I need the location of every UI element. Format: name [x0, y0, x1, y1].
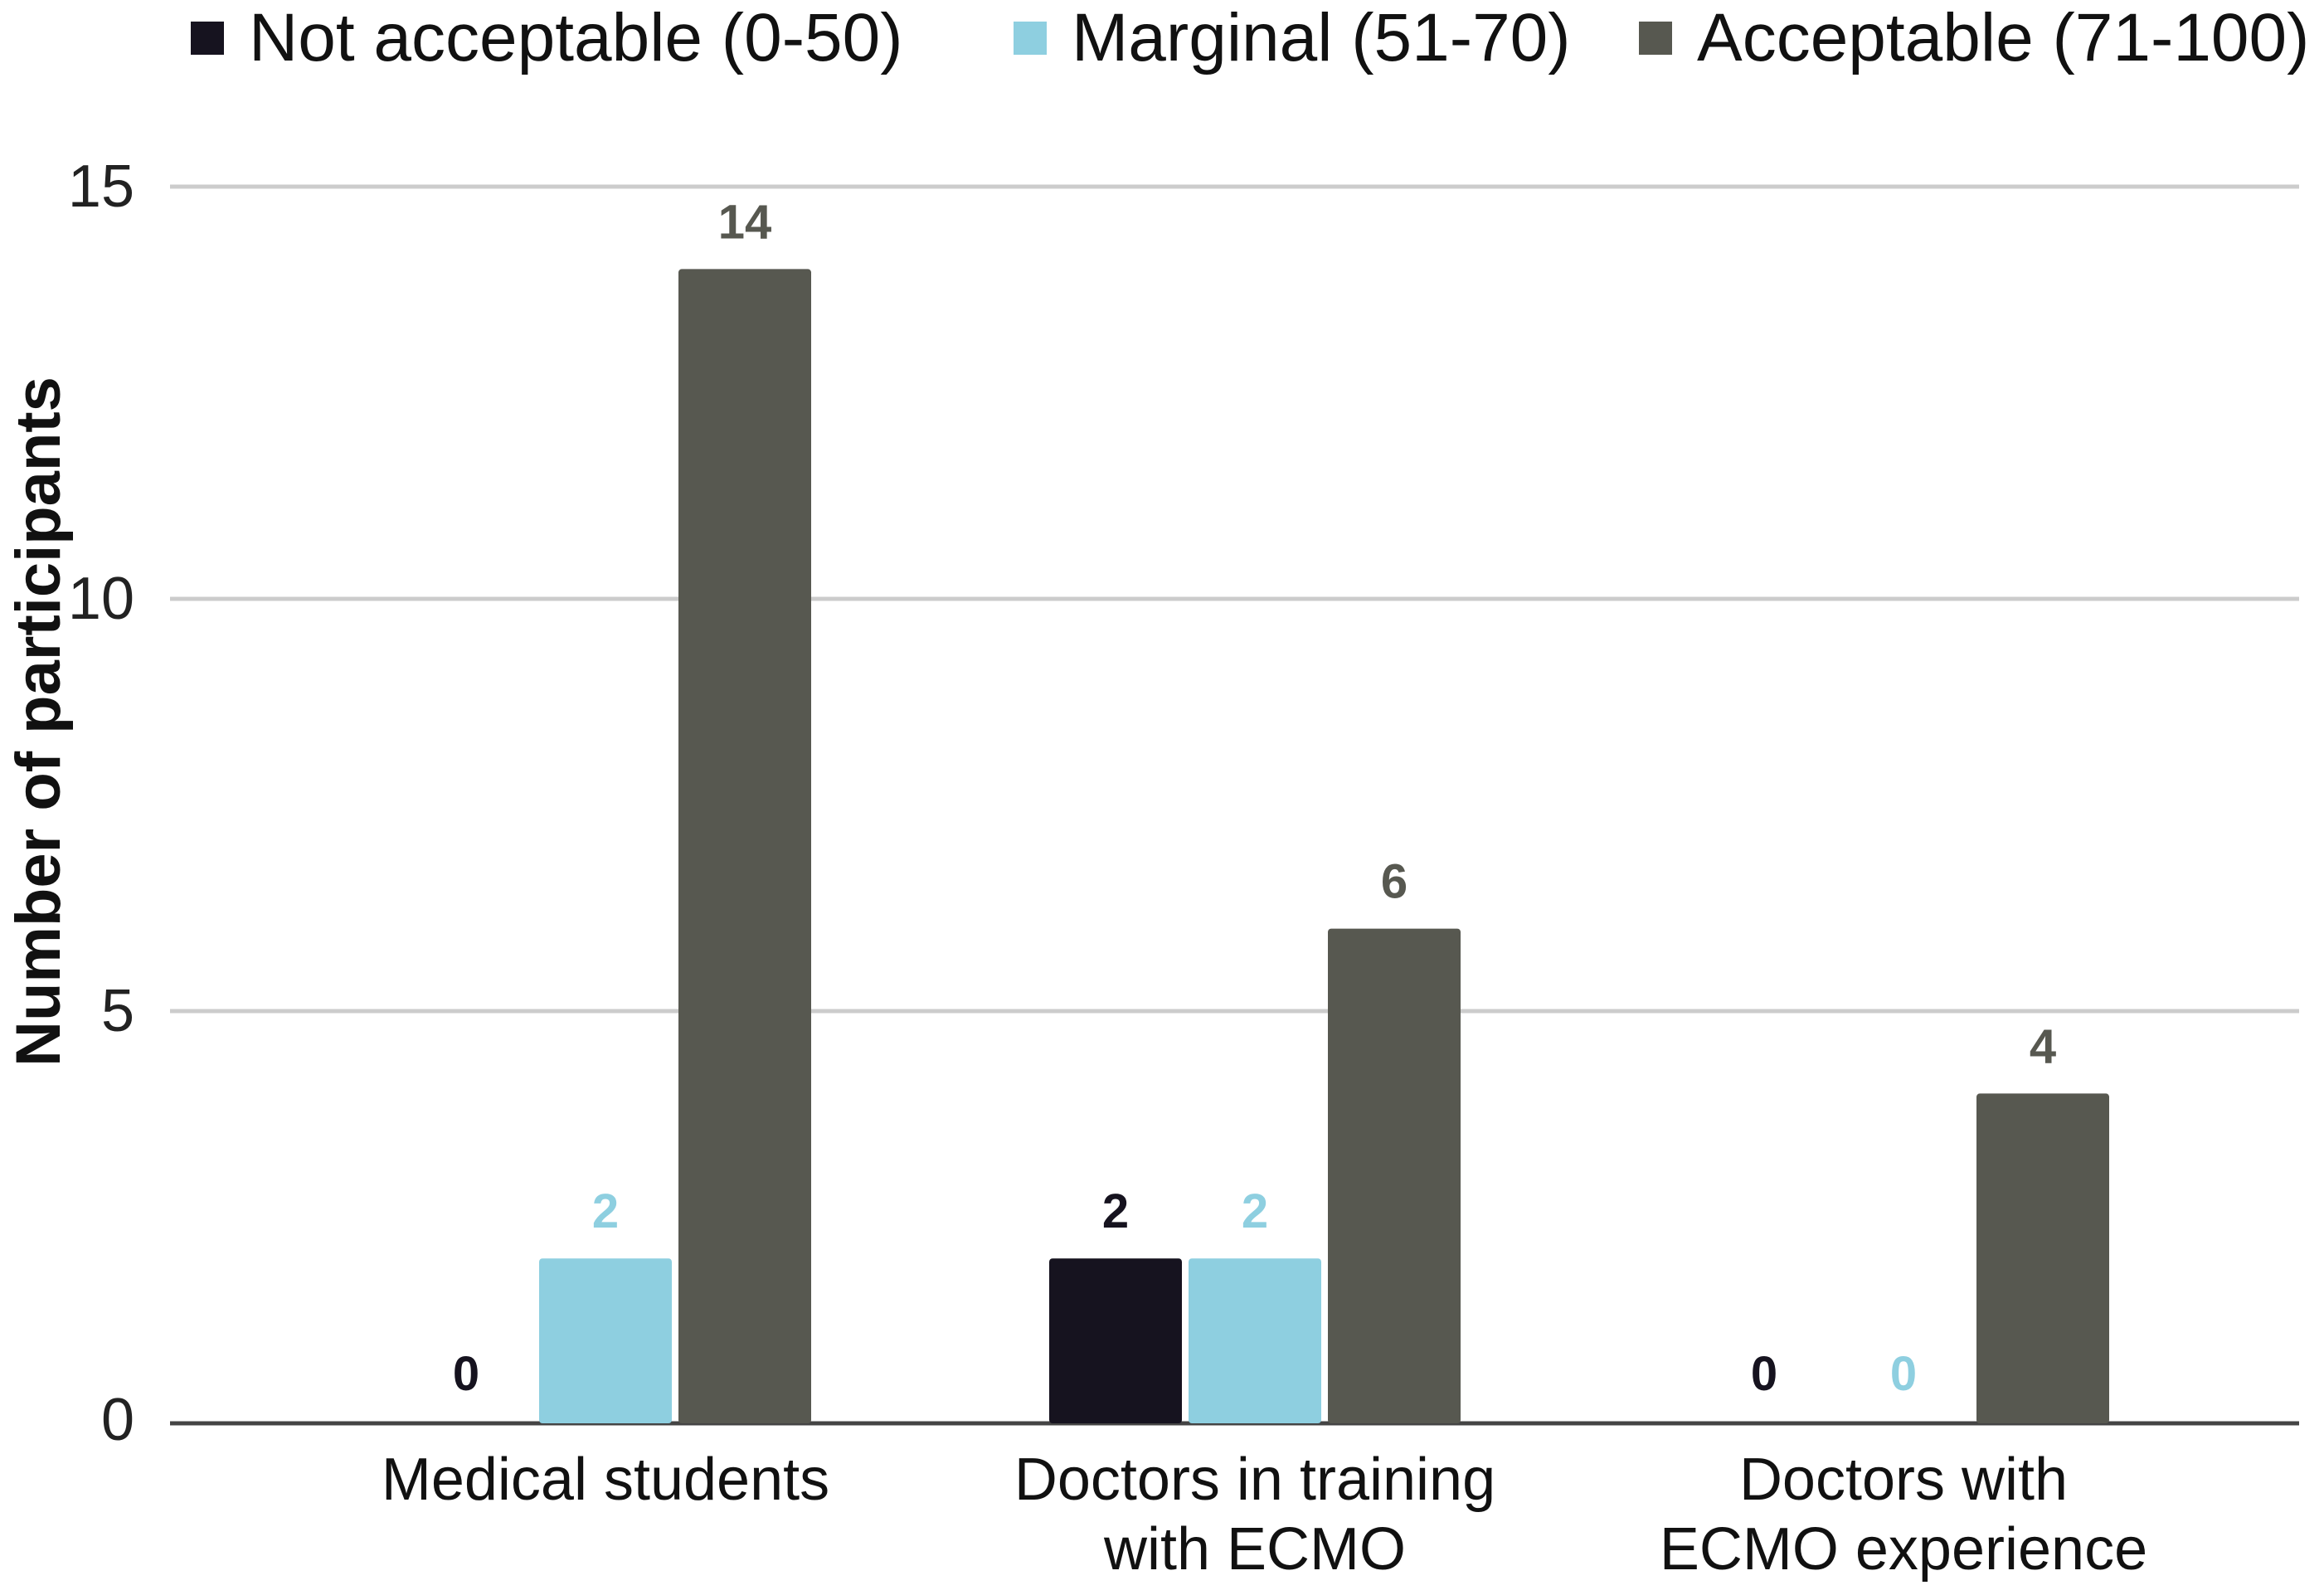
y-axis-title: Number of participants [3, 377, 74, 1067]
bar [1049, 1258, 1182, 1423]
x-axis-categories: Medical students Doctors in trainingwith … [382, 1447, 2147, 1583]
y-axis-ticks: 0 5 10 15 [68, 153, 134, 1453]
x-category-label: Doctors in training [1014, 1447, 1495, 1513]
bar [678, 269, 811, 1423]
legend-label: Not acceptable (0-50) [249, 0, 903, 75]
legend-swatch [1014, 22, 1047, 55]
bar [539, 1258, 672, 1423]
legend-label: Acceptable (71-100) [1697, 0, 2309, 75]
y-tick-label: 5 [101, 978, 134, 1044]
data-label: 2 [592, 1184, 619, 1238]
data-labels: 0 2 14 2 2 6 0 0 4 [453, 195, 2056, 1401]
legend: Not acceptable (0-50) Marginal (51-70) Acc… [191, 0, 2309, 75]
legend-label: Marginal (51-70) [1072, 0, 1571, 75]
y-tick-label: 10 [68, 566, 134, 632]
legend-swatch [1639, 22, 1672, 55]
data-label: 2 [1242, 1184, 1268, 1238]
data-label: 0 [1751, 1347, 1777, 1401]
data-label: 14 [718, 195, 772, 249]
y-tick-label: 0 [101, 1387, 134, 1453]
bars [539, 269, 2109, 1423]
x-category-label: Medical students [382, 1447, 829, 1513]
legend-swatch [191, 22, 224, 55]
x-category-label: with ECMO [1103, 1516, 1406, 1583]
data-label: 0 [453, 1347, 479, 1401]
bar [1189, 1258, 1321, 1423]
data-label: 2 [1102, 1184, 1129, 1238]
data-label: 0 [1890, 1347, 1917, 1401]
x-category-label: ECMO experience [1660, 1516, 2147, 1583]
data-label: 4 [2030, 1019, 2056, 1073]
x-category-label: Doctors with [1739, 1447, 2068, 1513]
bar [1976, 1093, 2109, 1423]
y-tick-label: 15 [68, 153, 134, 220]
bar [1328, 928, 1461, 1423]
data-label: 6 [1381, 855, 1408, 909]
